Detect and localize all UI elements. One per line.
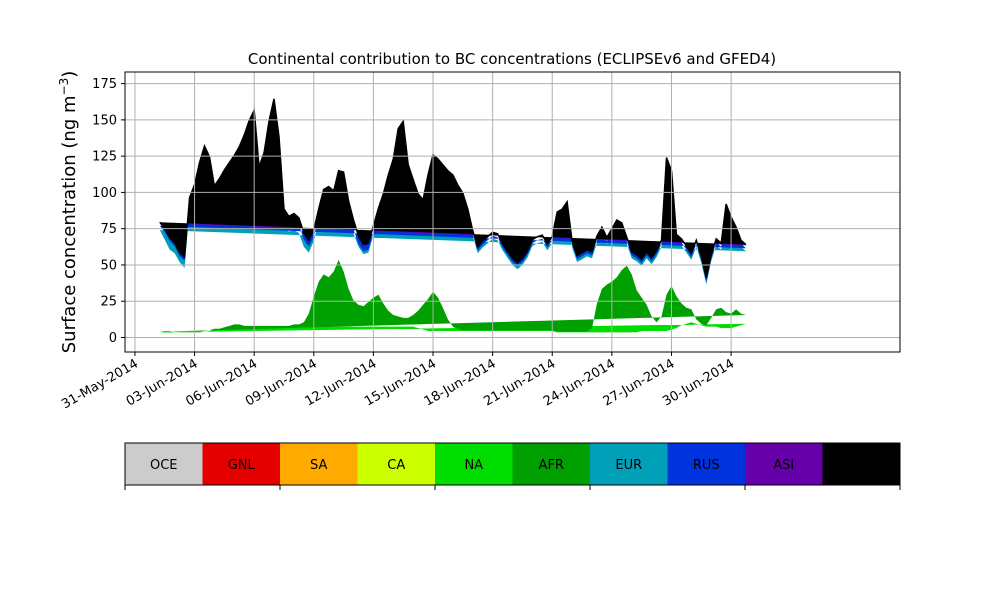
y-axis-label-close: ) — [59, 71, 80, 78]
legend-swatch-na — [435, 443, 513, 485]
y-tick-label: 175 — [92, 77, 117, 92]
area-series-na — [159, 322, 747, 333]
area-series-afr — [159, 259, 747, 332]
legend-swatch-ca — [357, 443, 435, 485]
y-tick-label: 75 — [100, 222, 117, 237]
total-outline-line — [159, 98, 747, 279]
area-series-aus — [159, 98, 747, 278]
y-tick-label: 0 — [109, 331, 117, 346]
plot-frame — [124, 71, 901, 353]
legend-label-ca: CA — [387, 458, 405, 473]
legend-swatch-rus — [667, 443, 745, 485]
legend: OCE GNL SA CA NA AFR EUR RUS ASI AUS — [124, 442, 901, 490]
plot-area: 025507510012515017531-May-201403-Jun-201… — [59, 71, 901, 412]
chart-title: Continental contribution to BC concentra… — [248, 50, 776, 68]
y-tick-label: 150 — [92, 113, 117, 128]
y-tick-label: 25 — [100, 295, 117, 310]
legend-label-asi: ASI — [773, 458, 794, 473]
y-axis-label-main: Surface concentration (ng m — [59, 95, 80, 353]
legend-swatch-asi — [745, 443, 823, 485]
legend-label-gnl: GNL — [228, 458, 256, 473]
legend-frame — [124, 442, 901, 486]
legend-label-rus: RUS — [693, 458, 720, 473]
legend-swatch-aus — [822, 443, 900, 485]
y-tick-label: 125 — [92, 150, 117, 165]
legend-swatch-oce — [125, 443, 203, 485]
y-axis-label: Surface concentration (ng m−3) — [57, 71, 80, 354]
legend-label-afr: AFR — [539, 458, 564, 473]
legend-label-aus: AUS — [848, 458, 875, 473]
y-axis-label-superscript: −3 — [57, 78, 71, 96]
legend-label-eur: EUR — [615, 458, 642, 473]
legend-label-sa: SA — [310, 458, 327, 473]
legend-swatch-eur — [590, 443, 668, 485]
legend-label-oce: OCE — [150, 458, 178, 473]
y-tick-label: 50 — [100, 258, 117, 273]
legend-label-na: NA — [464, 458, 483, 473]
legend-swatch-afr — [512, 443, 590, 485]
y-tick-label: 100 — [92, 186, 117, 201]
legend-swatch-sa — [280, 443, 358, 485]
legend-swatch-gnl — [202, 443, 280, 485]
